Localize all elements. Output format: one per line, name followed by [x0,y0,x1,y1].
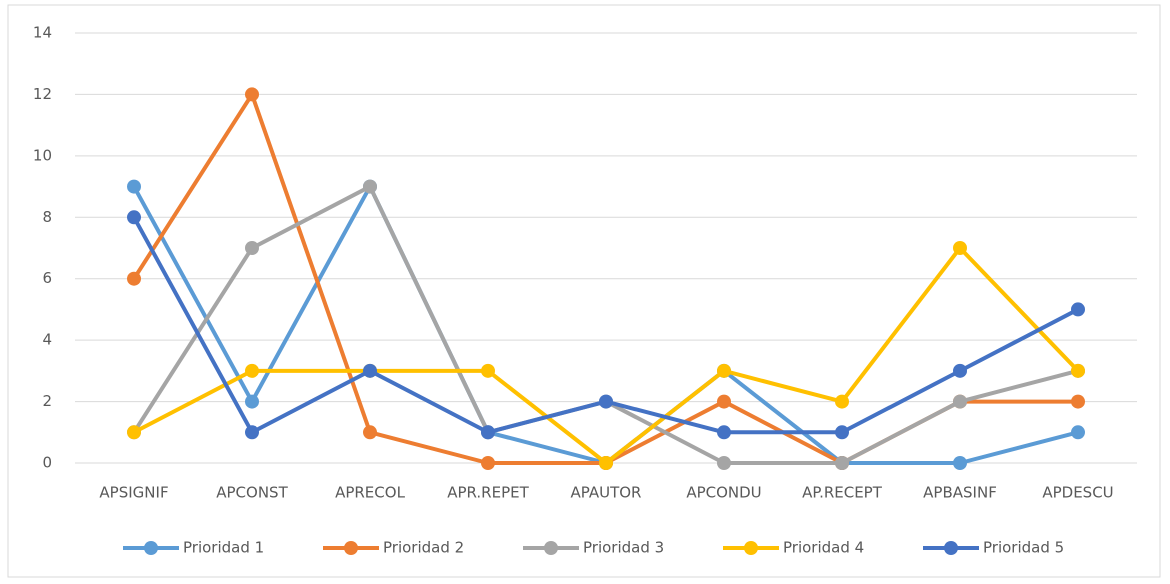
data-point [363,425,377,440]
legend-label: Prioridad 2 [383,539,464,557]
data-point [127,179,141,194]
legend-label: Prioridad 3 [583,539,664,557]
y-tick-label: 8 [42,208,52,226]
data-point [1071,302,1085,317]
data-point [835,394,849,409]
data-point [599,456,613,470]
x-tick-label: APRECOL [335,484,405,502]
x-tick-label: APDESCU [1042,484,1113,502]
data-point [1071,363,1085,378]
data-point [599,394,613,409]
legend-label: Prioridad 4 [783,539,864,557]
data-point [953,241,967,255]
data-point [717,394,731,409]
data-point [245,87,259,102]
x-tick-label: APSIGNIF [99,484,168,502]
legend-label: Prioridad 1 [183,539,264,557]
x-tick-label: APR.REPET [447,484,529,502]
legend-marker [544,541,558,555]
data-point [953,456,967,470]
x-tick-label: APAUTOR [571,484,642,502]
data-point [835,425,849,440]
data-point [127,210,141,225]
legend-marker [744,541,758,555]
legend-marker [344,541,358,555]
data-point [245,394,259,409]
x-tick-label: APCONDU [686,484,761,502]
y-tick-label: 12 [33,85,52,103]
data-point [717,456,731,470]
x-tick-label: APBASINF [923,484,997,502]
data-point [245,241,259,255]
data-point [245,363,259,378]
data-point [481,363,495,378]
y-tick-label: 0 [42,454,52,472]
y-tick-label: 14 [33,24,52,42]
y-tick-label: 6 [42,269,52,287]
x-tick-label: APCONST [216,484,288,502]
data-point [481,425,495,440]
data-point [1071,425,1085,440]
legend-marker [144,541,158,555]
data-point [245,425,259,440]
data-point [481,456,495,470]
chart-border [7,4,1161,578]
legend-label: Prioridad 5 [983,539,1064,557]
data-point [953,363,967,378]
data-point [1071,394,1085,409]
y-tick-label: 4 [42,331,52,349]
data-point [717,425,731,440]
data-point [127,271,141,286]
data-point [127,425,141,440]
data-point [953,394,967,409]
y-tick-label: 2 [42,392,52,410]
legend-marker [944,541,958,555]
data-point [363,363,377,378]
x-tick-label: AP.RECEPT [802,484,883,502]
data-point [363,179,377,194]
data-point [835,456,849,470]
y-tick-label: 10 [33,146,52,164]
data-point [717,363,731,378]
